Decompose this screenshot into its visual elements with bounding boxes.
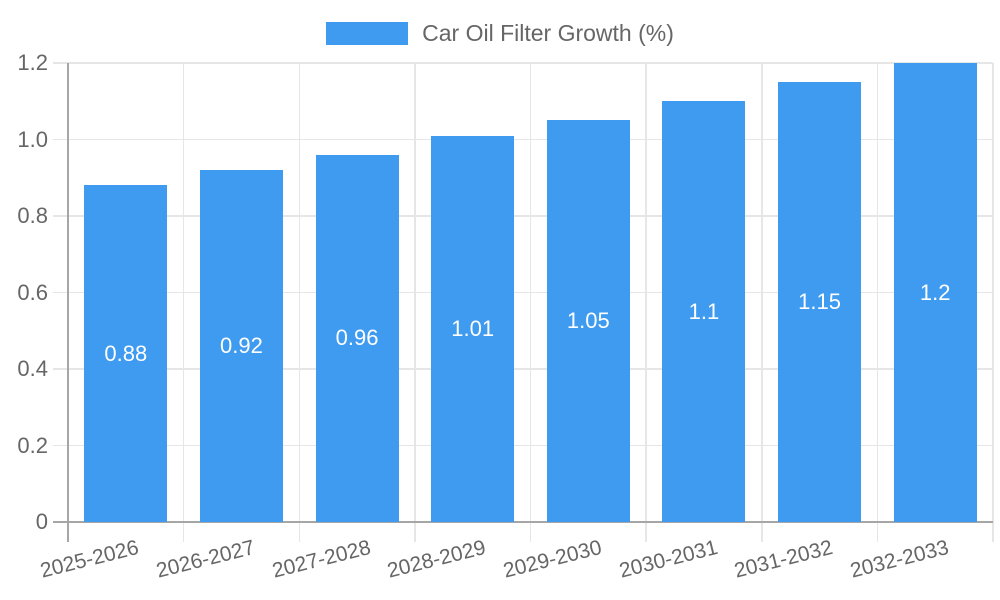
bar-value-label: 1.01 (451, 315, 495, 341)
gridline-horizontal (53, 138, 993, 141)
bar (199, 170, 283, 522)
bar (431, 135, 515, 522)
bar (546, 120, 630, 522)
gridline-horizontal (53, 291, 993, 294)
gridline-horizontal (53, 444, 993, 447)
legend-swatch (326, 22, 409, 45)
bar (84, 185, 168, 522)
bar-value-label: 1.15 (798, 289, 841, 315)
gridline-vertical (414, 63, 416, 542)
gridline-vertical (645, 63, 647, 542)
y-tick-label: 0.8 (17, 203, 48, 228)
bar-value-label: 0.92 (220, 333, 263, 359)
legend-item[interactable]: Car Oil Filter Growth (%) (326, 22, 674, 45)
bar-value-label: 1.2 (919, 279, 951, 305)
x-tick-label: 2031-2032 (732, 536, 836, 583)
x-tick-label: 2032-2033 (847, 536, 951, 583)
bar (893, 63, 977, 522)
y-axis-line (67, 63, 69, 542)
x-tick-label: 2026-2027 (153, 536, 258, 583)
bar (778, 82, 862, 522)
bar-value-label: 0.88 (104, 340, 148, 366)
y-tick-label: 0.4 (17, 356, 48, 381)
y-tick-label: 0.2 (17, 432, 48, 458)
gridline-vertical (182, 63, 185, 542)
y-tick-label: 1.2 (17, 50, 48, 75)
bar-value-label: 1.05 (566, 308, 610, 334)
y-tick-label: 0.6 (17, 279, 48, 305)
bar (315, 154, 399, 522)
y-tick-label: 1.0 (17, 126, 48, 152)
legend: Car Oil Filter Growth (%) (0, 22, 1000, 45)
bar (662, 101, 746, 522)
bar-value-label: 1.1 (688, 298, 720, 324)
bar-value-label: 0.96 (335, 325, 379, 351)
gridline-vertical (761, 63, 763, 542)
legend-label: Car Oil Filter Growth (%) (422, 20, 674, 46)
gridline-vertical (298, 63, 300, 542)
x-tick-label: 2027-2028 (269, 536, 373, 583)
x-tick-label: 2025-2026 (38, 536, 142, 583)
gridline-horizontal (53, 62, 993, 64)
gridline-vertical (992, 63, 994, 542)
gridline-vertical (876, 63, 879, 542)
gridline-vertical (529, 63, 532, 542)
y-tick-label: 0 (35, 509, 48, 534)
gridline-horizontal (53, 368, 993, 370)
gridline-horizontal (53, 215, 993, 217)
x-tick-label: 2029-2030 (500, 536, 604, 583)
x-axis-line (53, 521, 993, 523)
x-tick-label: 2030-2031 (616, 536, 720, 583)
x-tick-label: 2028-2029 (385, 536, 489, 583)
